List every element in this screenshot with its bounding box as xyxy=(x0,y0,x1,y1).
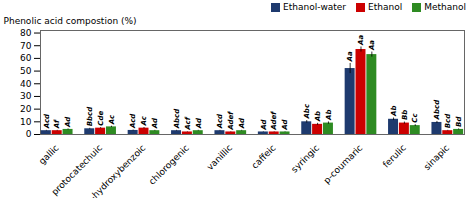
svg-text:Cde: Cde xyxy=(97,111,105,126)
svg-text:Bbcd: Bbcd xyxy=(86,106,94,126)
svg-text:Abc: Abc xyxy=(303,103,311,119)
svg-text:chlorogenic: chlorogenic xyxy=(147,143,191,187)
svg-text:Ab: Ab xyxy=(390,106,398,117)
html-text:Ethanol: Ethanol xyxy=(368,2,403,12)
svg-text:40: 40 xyxy=(20,79,32,89)
svg-text:Acf: Acf xyxy=(184,116,192,130)
svg-text:60: 60 xyxy=(20,53,32,63)
svg-text:Ac: Ac xyxy=(140,115,148,126)
svg-text:Aa: Aa xyxy=(346,51,354,62)
svg-text:Ad: Ad xyxy=(260,119,268,131)
svg-text:sinapic: sinapic xyxy=(422,143,451,172)
svg-text:Abcd: Abcd xyxy=(433,99,441,121)
svg-text:Bb: Bb xyxy=(401,110,409,120)
svg-text:gallic: gallic xyxy=(37,143,61,167)
svg-text:Ad: Ad xyxy=(194,117,202,129)
svg-text:Aa: Aa xyxy=(368,40,376,51)
html-text:Methanol: Methanol xyxy=(424,2,466,12)
svg-text:Acd: Acd xyxy=(129,113,137,129)
svg-text:70: 70 xyxy=(20,41,32,51)
svg-text:Acd: Acd xyxy=(216,113,224,129)
svg-text:ferulic: ferulic xyxy=(381,143,408,170)
svg-text:p-hydroxybenzoic: p-hydroxybenzoic xyxy=(84,143,147,198)
svg-text:Ad: Ad xyxy=(151,117,159,129)
svg-text:Cc: Cc xyxy=(411,113,419,123)
svg-text:80: 80 xyxy=(20,28,32,38)
svg-text:Adef: Adef xyxy=(270,111,278,131)
svg-text:Adef: Adef xyxy=(227,111,235,131)
svg-text:Acd: Acd xyxy=(43,113,51,129)
svg-text:Bcd: Bcd xyxy=(444,113,452,128)
svg-text:Ad: Ad xyxy=(281,119,289,131)
svg-text:Abcd: Abcd xyxy=(173,108,181,130)
svg-text:Af: Af xyxy=(53,119,61,129)
svg-text:Ad: Ad xyxy=(238,117,246,129)
svg-text:Ab: Ab xyxy=(314,111,322,122)
svg-text:0: 0 xyxy=(26,129,32,139)
svg-text:Aa: Aa xyxy=(357,35,365,46)
svg-text:protocatechuic: protocatechuic xyxy=(49,142,105,198)
svg-text:vanillic: vanillic xyxy=(205,143,234,172)
svg-text:Ac: Ac xyxy=(108,114,116,125)
svg-text:10: 10 xyxy=(20,117,32,127)
svg-text:20: 20 xyxy=(20,104,32,114)
svg-text:30: 30 xyxy=(20,91,32,101)
svg-text:caffeic: caffeic xyxy=(250,143,278,171)
svg-text:Ab: Ab xyxy=(325,110,333,121)
svg-text:Phenolic acid compostion (%): Phenolic acid compostion (%) xyxy=(4,16,137,26)
svg-text:syringic: syringic xyxy=(289,143,321,175)
svg-text:50: 50 xyxy=(20,66,32,76)
svg-text:p-coumaric: p-coumaric xyxy=(322,143,365,186)
html-text:Ethanol-water: Ethanol-water xyxy=(283,2,347,12)
svg-text:Ad: Ad xyxy=(64,116,72,128)
svg-text:Bd: Bd xyxy=(455,116,463,127)
